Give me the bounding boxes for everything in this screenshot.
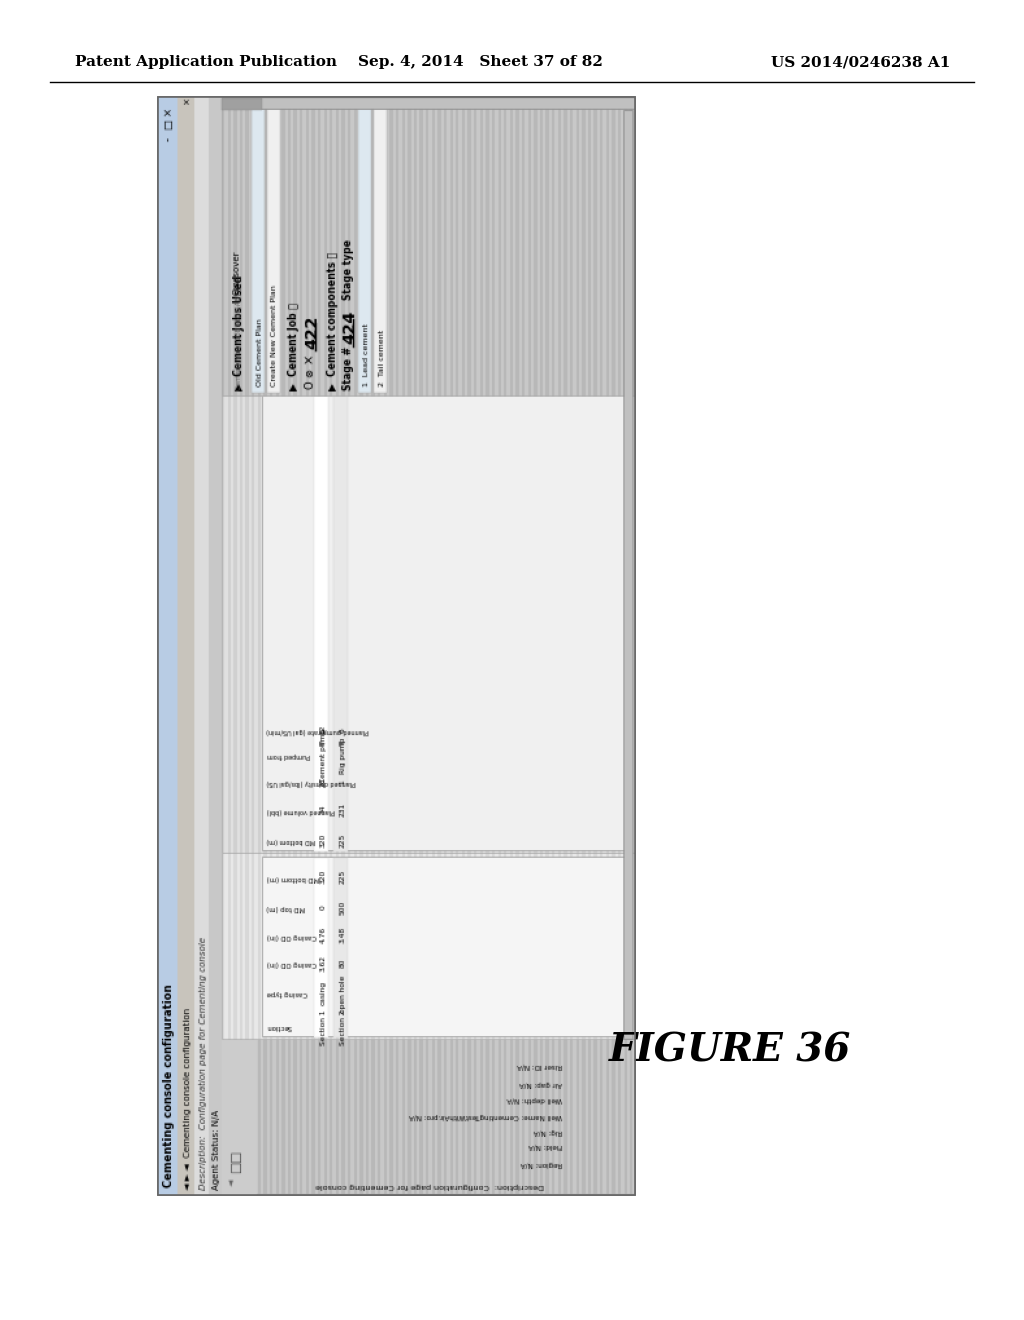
Text: Patent Application Publication: Patent Application Publication <box>75 55 337 69</box>
Text: US 2014/0246238 A1: US 2014/0246238 A1 <box>771 55 950 69</box>
Text: FIGURE 36: FIGURE 36 <box>609 1031 851 1069</box>
Text: Sep. 4, 2014   Sheet 37 of 82: Sep. 4, 2014 Sheet 37 of 82 <box>357 55 602 69</box>
Bar <box>158 96 635 1195</box>
Bar <box>158 96 635 1195</box>
